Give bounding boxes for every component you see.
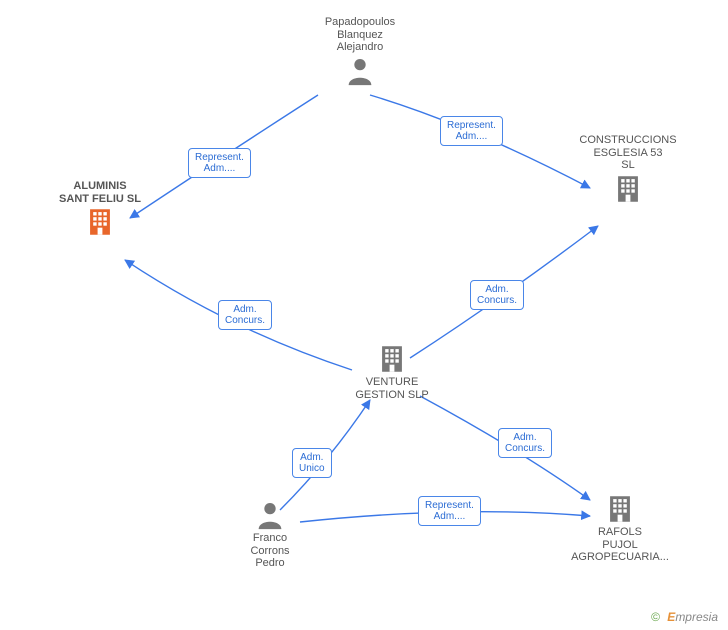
- node-franco[interactable]: FrancoCorronsPedro: [210, 498, 330, 570]
- edge-venture-rafols: [420, 396, 590, 500]
- edge-venture-aluminis: [125, 260, 352, 370]
- person-icon: [253, 498, 287, 532]
- building-icon: [83, 205, 117, 239]
- edge-label-venture-construccions: Adm.Concurs.: [470, 280, 524, 310]
- copyright-symbol: ©: [651, 610, 660, 624]
- edge-label-venture-rafols: Adm.Concurs.: [498, 428, 552, 458]
- node-rafols[interactable]: RAFOLSPUJOLAGROPECUARIA...: [540, 492, 700, 564]
- network-diagram: PapadopoulosBlanquezAlejandro ALUMINISSA…: [0, 0, 728, 630]
- building-icon: [611, 172, 645, 206]
- node-aluminis[interactable]: ALUMINISSANT FELIU SL: [30, 180, 170, 239]
- node-label: VENTUREGESTION SLP: [322, 376, 462, 401]
- node-label: ALUMINISSANT FELIU SL: [30, 180, 170, 205]
- edge-venture-construccions: [410, 226, 598, 358]
- edge-label-franco-rafols: Represent.Adm....: [418, 496, 481, 526]
- node-construccions[interactable]: CONSTRUCCIONSESGLESIA 53SL: [548, 134, 708, 206]
- node-label: RAFOLSPUJOLAGROPECUARIA...: [540, 526, 700, 564]
- node-venture[interactable]: VENTUREGESTION SLP: [322, 342, 462, 401]
- node-label: FrancoCorronsPedro: [210, 532, 330, 570]
- building-icon: [375, 342, 409, 376]
- edge-label-papadopoulos-aluminis: Represent.Adm....: [188, 148, 251, 178]
- node-label: CONSTRUCCIONSESGLESIA 53SL: [548, 134, 708, 172]
- building-icon: [603, 492, 637, 526]
- edge-label-venture-aluminis: Adm.Concurs.: [218, 300, 272, 330]
- edge-franco-venture: [280, 400, 370, 510]
- node-label: PapadopoulosBlanquezAlejandro: [300, 16, 420, 54]
- watermark: © Empresia: [651, 610, 718, 624]
- node-papadopoulos[interactable]: PapadopoulosBlanquezAlejandro: [300, 16, 420, 88]
- edge-label-papadopoulos-construccions: Represent.Adm....: [440, 116, 503, 146]
- edge-label-franco-venture: Adm.Unico: [292, 448, 332, 478]
- person-icon: [343, 54, 377, 88]
- brand: Empresia: [667, 610, 718, 624]
